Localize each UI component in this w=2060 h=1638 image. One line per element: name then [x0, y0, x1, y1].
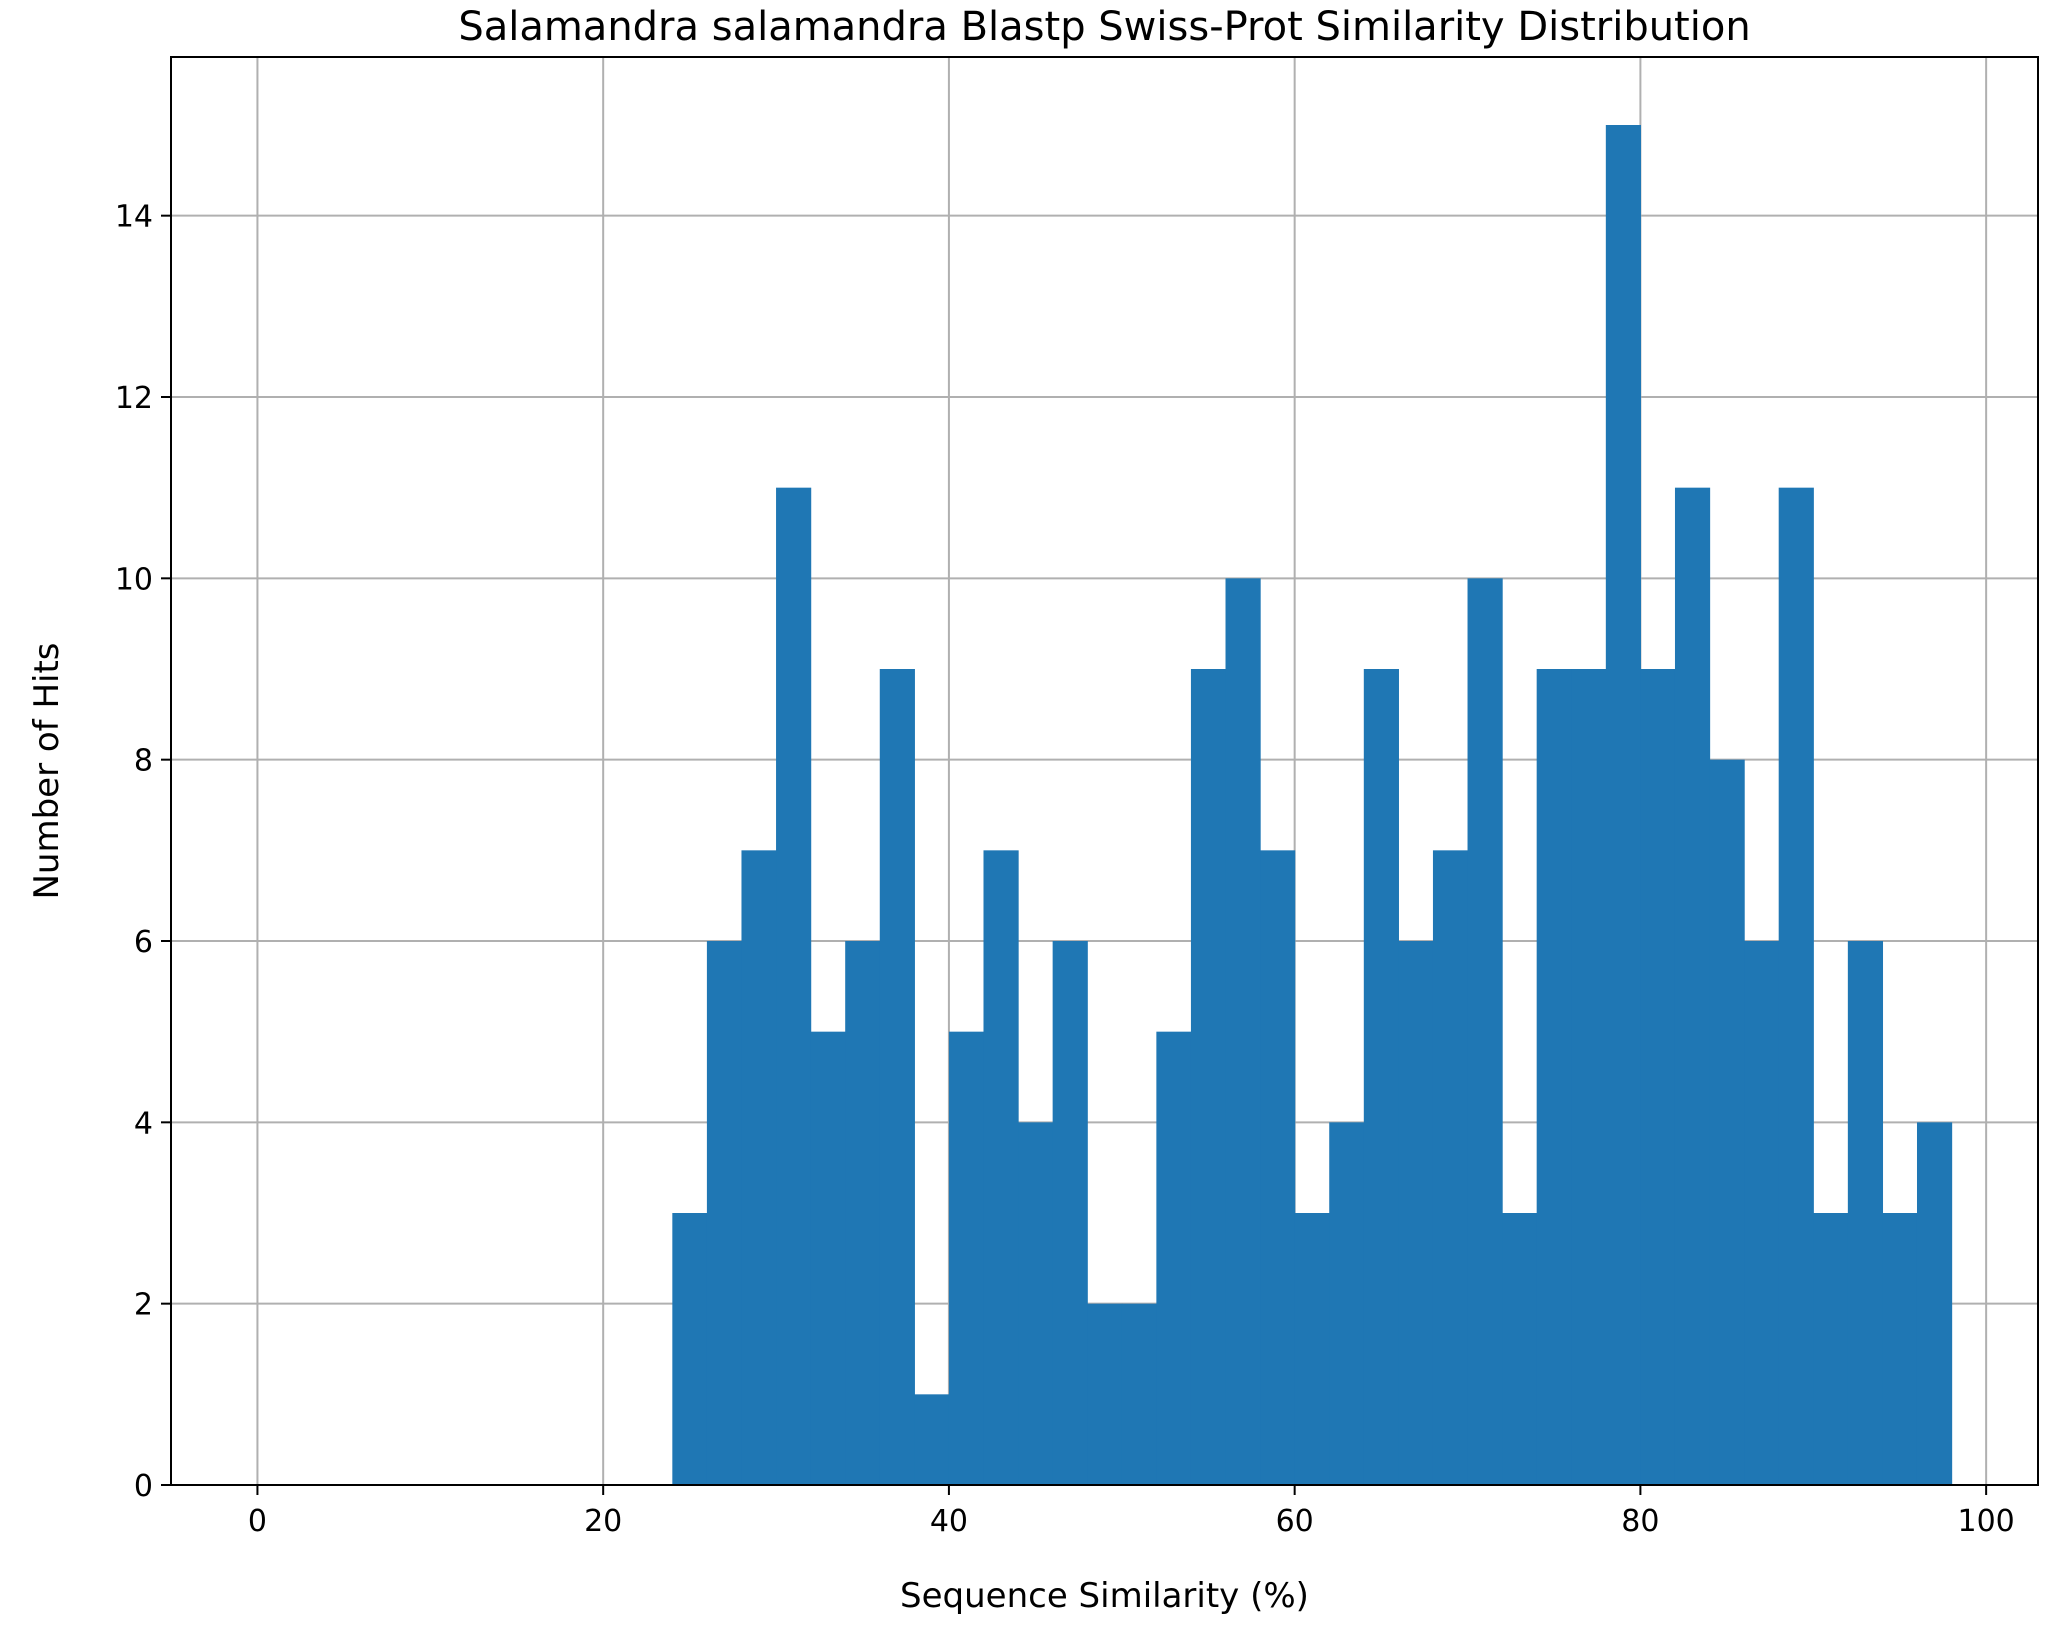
histogram-bar [1536, 669, 1572, 1485]
histogram-bar [1190, 669, 1227, 1485]
x-tick-label: 60 [1276, 1504, 1314, 1539]
histogram-bars [672, 125, 1953, 1486]
x-tick-label: 20 [584, 1504, 622, 1539]
histogram-bar [1052, 941, 1088, 1485]
histogram-bar [1398, 941, 1434, 1485]
y-tick-label: 8 [134, 744, 153, 779]
y-tick-label: 2 [134, 1288, 153, 1323]
histogram-bar [1260, 850, 1296, 1485]
histogram-bar [1294, 1213, 1330, 1485]
histogram-bar [948, 1031, 985, 1485]
x-tick-label: 0 [248, 1504, 267, 1539]
x-axis-label: Sequence Similarity (%) [900, 1576, 1309, 1616]
histogram-bar [1087, 1303, 1123, 1485]
histogram-bar [1329, 1122, 1365, 1485]
histogram-bar [1571, 669, 1607, 1485]
histogram-bar [1121, 1303, 1157, 1485]
histogram-bar [672, 1213, 708, 1485]
histogram-bar [1018, 1122, 1054, 1485]
histogram-bar [1709, 759, 1745, 1485]
y-tick-label: 10 [115, 562, 153, 597]
y-tick-label: 6 [134, 925, 153, 960]
histogram-bar [810, 1031, 846, 1485]
axis-ticks: 0 20 40 60 80 100 0 2 4 6 8 10 12 14 [115, 200, 2015, 1539]
histogram-bar [1813, 1213, 1849, 1485]
y-tick-label: 0 [134, 1469, 153, 1504]
plot-frame [170, 56, 2039, 1486]
histogram-bar [1847, 941, 1884, 1485]
histogram-bar [1502, 1213, 1538, 1485]
histogram-bar [741, 850, 777, 1485]
x-tick-label: 40 [930, 1504, 968, 1539]
x-tick-label: 80 [1621, 1504, 1659, 1539]
y-tick-label: 14 [115, 200, 153, 235]
histogram-bar [1674, 487, 1711, 1486]
y-axis-label: Number of Hits [27, 642, 67, 899]
histogram-bar [1640, 669, 1676, 1485]
histogram-bar [1225, 578, 1261, 1485]
chart-title: Salamandra salamandra Blastp Swiss-Prot … [458, 4, 1750, 50]
histogram-bar [1432, 850, 1469, 1485]
histogram-bar [879, 669, 915, 1485]
histogram-bar [1363, 669, 1399, 1485]
histogram-bar [983, 850, 1019, 1485]
histogram-bar [1467, 578, 1503, 1485]
histogram-bar [845, 941, 881, 1485]
x-tick-label: 100 [1958, 1504, 2015, 1539]
y-tick-label: 12 [115, 381, 153, 416]
y-tick-label: 4 [134, 1106, 153, 1141]
histogram-bar [1882, 1213, 1918, 1485]
histogram-bar [914, 1394, 950, 1485]
histogram-bar [776, 487, 812, 1486]
histogram-bar [1156, 1031, 1192, 1485]
histogram-bar [1605, 125, 1641, 1485]
histogram-bar [1744, 941, 1780, 1485]
histogram-bar [1778, 487, 1814, 1486]
histogram-bar [1916, 1122, 1953, 1485]
histogram-bar [706, 941, 743, 1485]
